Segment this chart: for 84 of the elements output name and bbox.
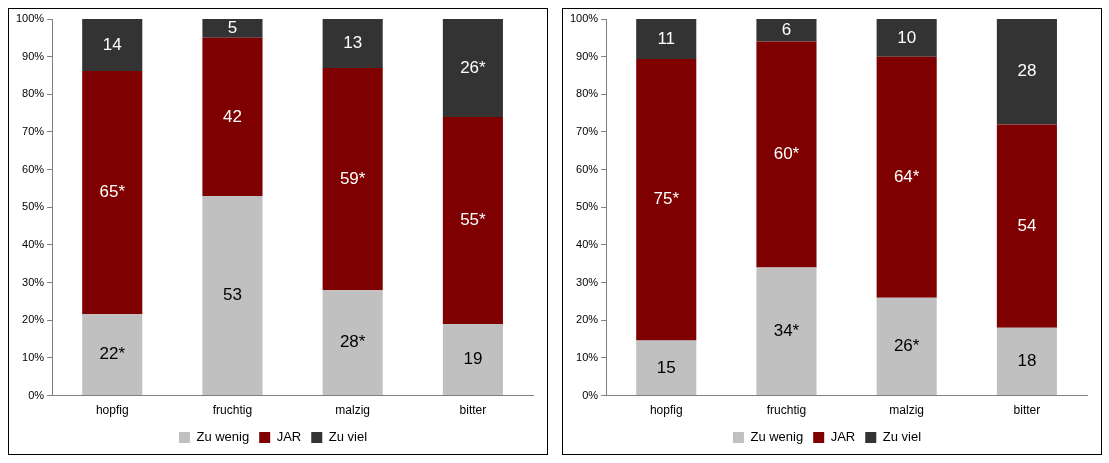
data-label: 64* <box>893 166 920 186</box>
data-label: 11 <box>657 28 676 48</box>
bar <box>876 297 937 396</box>
y-tick-label: 30% <box>576 275 599 288</box>
legend-label: Zu viel <box>328 429 368 445</box>
data-label: 26* <box>893 336 920 356</box>
data-label: 10 <box>897 27 917 47</box>
bar <box>322 290 383 396</box>
bar <box>636 19 697 59</box>
bar <box>202 196 263 396</box>
y-tick-label: 80% <box>576 87 599 100</box>
bar <box>876 56 937 298</box>
data-label: 13 <box>343 33 363 53</box>
y-tick-label: 60% <box>576 162 599 175</box>
bar <box>996 124 1057 328</box>
legend-label: Zu viel <box>882 429 922 445</box>
bar <box>996 19 1057 125</box>
x-tick-label: fruchtig <box>766 403 807 418</box>
data-label: 14 <box>102 34 122 54</box>
bar <box>442 324 503 396</box>
bar <box>636 340 697 396</box>
data-label: 28 <box>1017 61 1037 81</box>
data-label: 28* <box>339 332 366 352</box>
x-tick-label: malzig <box>889 403 925 418</box>
data-label: 5 <box>227 18 238 38</box>
legend-label: JAR <box>830 429 856 445</box>
y-tick-label: 0% <box>582 388 599 401</box>
bar <box>756 41 817 268</box>
data-label: 18 <box>1017 351 1037 371</box>
y-tick-label: 70% <box>576 125 599 138</box>
y-tick-label: 60% <box>22 162 45 175</box>
y-tick-label: 10% <box>576 350 599 363</box>
data-label: 26* <box>460 57 487 77</box>
data-label: 6 <box>781 19 792 39</box>
y-tick-label: 100% <box>15 12 45 25</box>
legend-label: Zu wenig <box>750 429 804 445</box>
y-tick-label: 100% <box>569 12 599 25</box>
bar <box>322 19 383 68</box>
bar <box>202 19 263 38</box>
data-label: 42 <box>223 106 242 126</box>
bar <box>82 70 143 315</box>
y-tick-label: 20% <box>22 313 45 326</box>
bar <box>876 19 937 57</box>
x-tick-label: bitter <box>1013 403 1041 418</box>
data-label: 75* <box>653 189 680 209</box>
bar <box>756 267 817 396</box>
bar <box>636 58 697 341</box>
x-tick-label: bitter <box>459 403 487 418</box>
legend-label: JAR <box>276 429 302 445</box>
legend-label: Zu wenig <box>196 429 250 445</box>
data-label: 54 <box>1017 215 1037 235</box>
x-tick-label: malzig <box>335 403 371 418</box>
bar <box>82 19 143 71</box>
data-label: 65* <box>99 182 126 202</box>
y-tick-label: 90% <box>22 49 45 62</box>
bar <box>202 37 263 196</box>
y-tick-label: 40% <box>22 237 45 250</box>
bar <box>756 19 817 42</box>
bar <box>322 67 383 291</box>
data-label: 19 <box>463 349 483 369</box>
data-label: 22* <box>99 344 126 364</box>
data-label: 59* <box>339 168 366 188</box>
y-tick-label: 70% <box>22 125 45 138</box>
y-tick-label: 40% <box>576 237 599 250</box>
y-tick-label: 0% <box>28 388 45 401</box>
y-tick-label: 30% <box>22 275 45 288</box>
bar <box>442 116 503 325</box>
x-tick-label: fruchtig <box>212 403 253 418</box>
data-label: 60* <box>773 144 800 164</box>
y-tick-label: 20% <box>576 313 599 326</box>
bar <box>996 327 1057 396</box>
data-label: 15 <box>656 357 676 377</box>
x-tick-label: hopfig <box>649 403 683 418</box>
y-tick-label: 50% <box>576 200 599 213</box>
y-tick-label: 10% <box>22 350 45 363</box>
x-tick-label: hopfig <box>95 403 129 418</box>
data-label: 34* <box>773 321 800 341</box>
data-label: 53 <box>223 285 242 305</box>
y-tick-label: 50% <box>22 200 45 213</box>
y-tick-label: 80% <box>22 87 45 100</box>
y-tick-label: 90% <box>576 49 599 62</box>
bar <box>82 314 143 396</box>
bar <box>442 19 503 117</box>
data-label: 55* <box>460 210 487 230</box>
